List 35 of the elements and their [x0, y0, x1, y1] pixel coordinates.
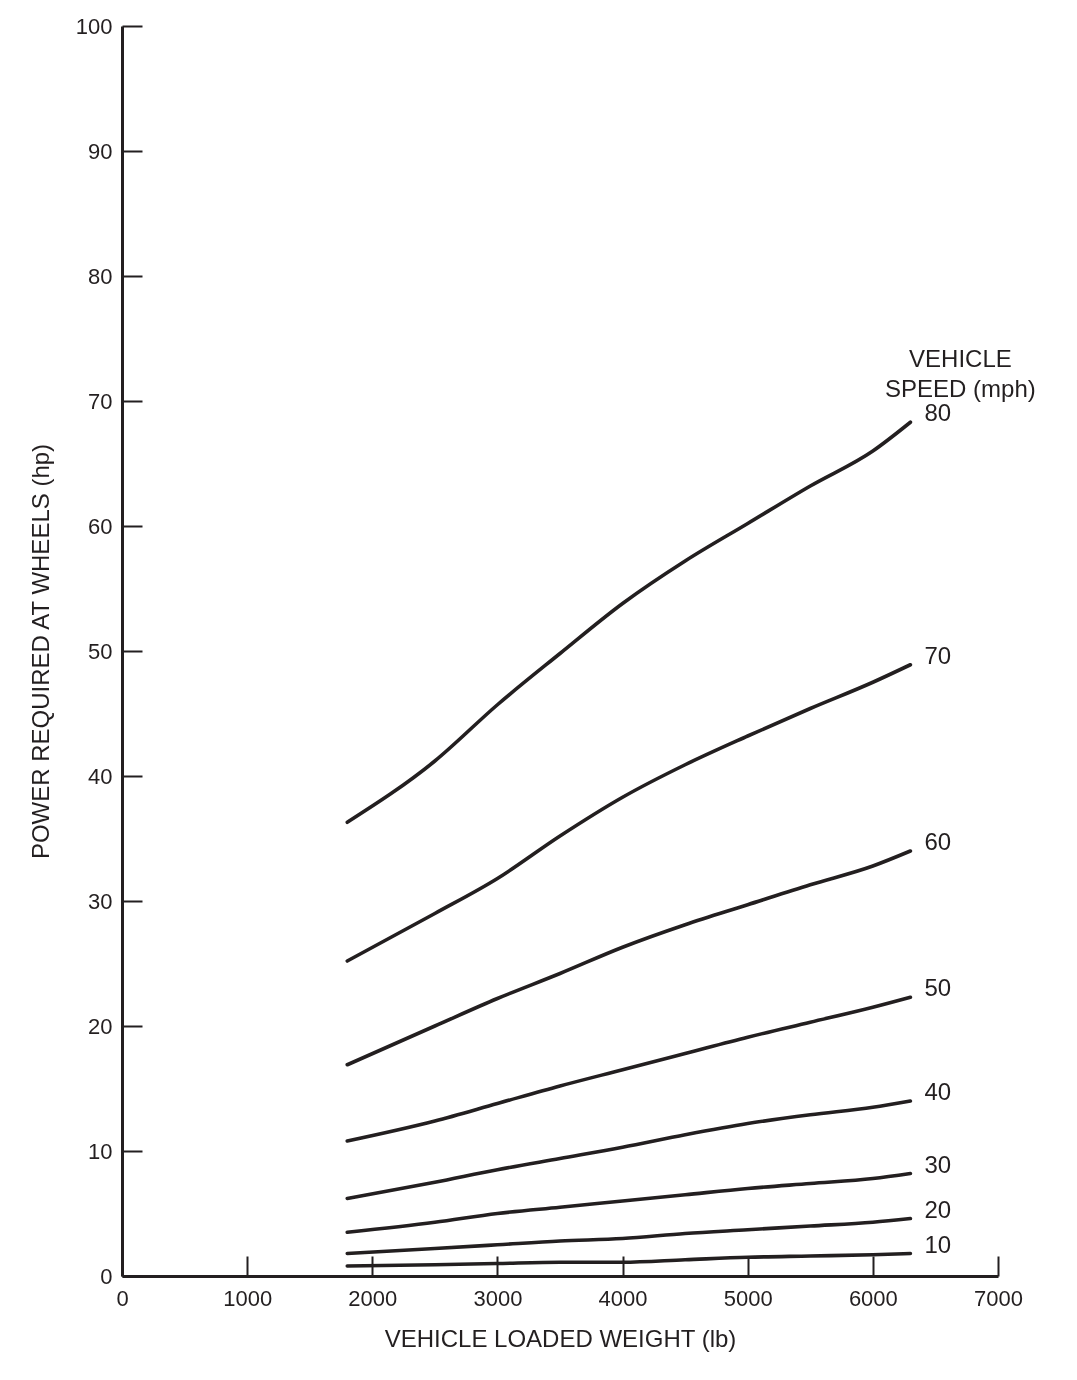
series-label: 50 — [924, 974, 952, 1002]
y-tick-label: 100 — [75, 13, 113, 39]
y-tick-label: 90 — [88, 138, 113, 164]
series-label: 60 — [924, 828, 952, 855]
series-label: 30 — [924, 1150, 952, 1178]
x-tick-label: 4000 — [598, 1285, 648, 1311]
series-label: 10 — [924, 1230, 952, 1258]
y-tick-label: 0 — [100, 1263, 113, 1289]
x-tick-label: 0 — [116, 1285, 129, 1311]
x-tick-label: 2000 — [348, 1285, 398, 1311]
line-series — [345, 849, 913, 1067]
x-tick-label: 1000 — [223, 1285, 273, 1311]
x-tick-label: 6000 — [848, 1285, 898, 1311]
y-tick-label: 20 — [88, 1013, 113, 1039]
line-series — [345, 1099, 913, 1201]
series-label: 70 — [924, 641, 952, 669]
line-series — [345, 1216, 913, 1256]
x-tick-label: 3000 — [473, 1285, 523, 1311]
y-tick-label: 40 — [88, 763, 113, 789]
x-axis-title: VEHICLE LOADED WEIGHT (lb) — [384, 1324, 737, 1352]
y-tick-label: 10 — [88, 1138, 113, 1164]
line-series — [345, 420, 913, 825]
line-series — [345, 995, 913, 1143]
y-axis-title: POWER REQUIRED AT WHEELS (hp) — [26, 443, 54, 860]
y-tick-label: 50 — [88, 638, 113, 664]
line-series — [345, 662, 913, 963]
y-tick-label: 30 — [88, 888, 113, 914]
series-label: 40 — [924, 1078, 952, 1105]
y-tick-label: 70 — [88, 388, 113, 414]
series-label: 20 — [924, 1195, 952, 1223]
x-tick-label: 5000 — [723, 1285, 773, 1311]
y-tick-label: 80 — [88, 263, 113, 289]
y-tick-label: 60 — [88, 513, 113, 539]
line-series — [345, 1171, 913, 1235]
x-tick-label: 7000 — [974, 1285, 1023, 1311]
